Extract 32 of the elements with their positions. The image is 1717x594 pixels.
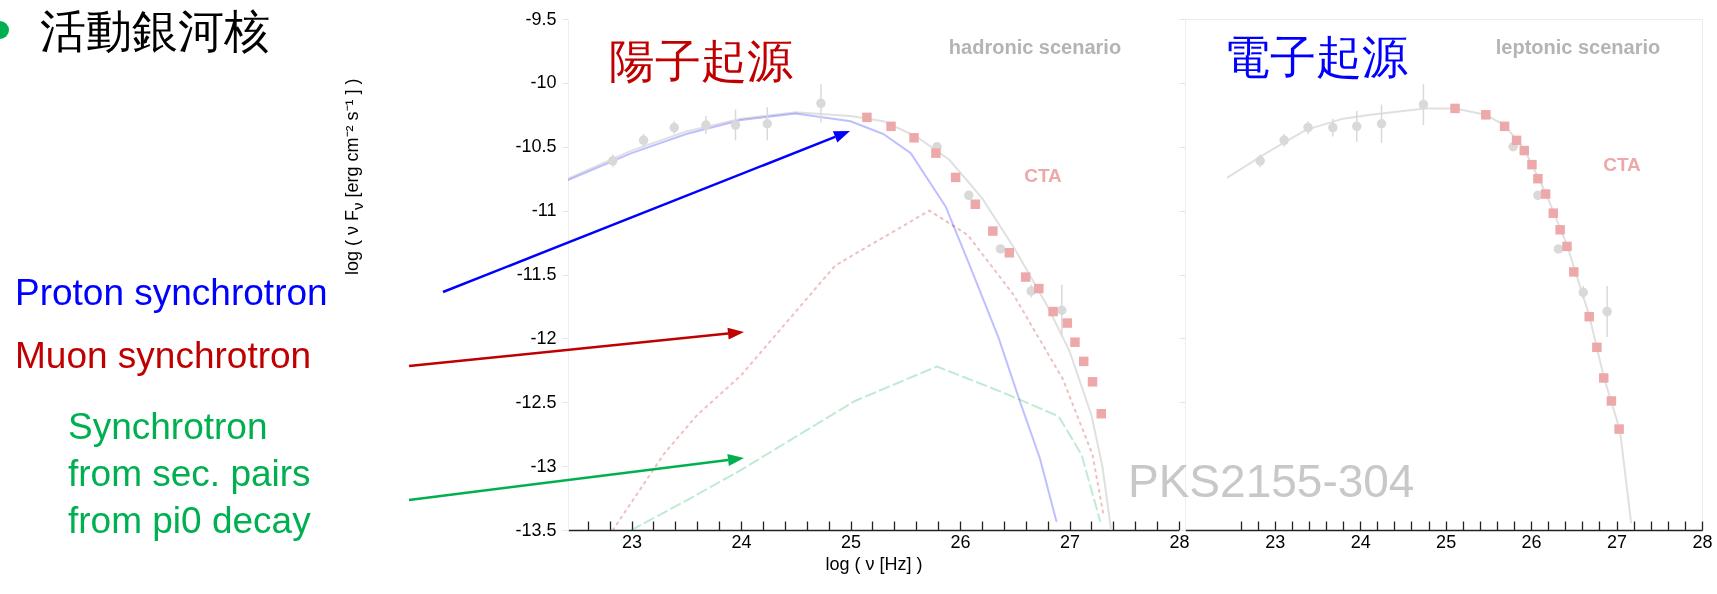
text: CTA — [1024, 163, 1062, 188]
y-tick-label: -13 — [530, 455, 557, 476]
x-tick-label: 25 — [1436, 531, 1457, 552]
annotation: leptonic scenario — [1495, 35, 1661, 61]
x-tick-label: 27 — [1059, 531, 1081, 552]
annotation: hadronic scenario — [948, 35, 1122, 61]
y-tick-label: -12.5 — [515, 391, 557, 412]
y-tick-label: -11.5 — [516, 264, 557, 284]
text: Synchrotron from sec. pairs from pi0 decay — [68, 405, 311, 543]
y-tick-label: -9.5 — [525, 8, 557, 29]
x-tick-label: 28 — [1692, 531, 1713, 552]
x-tick-label: 24 — [731, 531, 752, 552]
x-tick-label: 27 — [1607, 531, 1628, 552]
y-tick-label: -11 — [531, 200, 557, 221]
x-tick-label: 23 — [621, 531, 643, 552]
x-tick-label: 24 — [1350, 531, 1371, 552]
x-tick-label: 26 — [1521, 531, 1542, 552]
x-tick-label: 25 — [840, 531, 862, 552]
y-tick-label: -13.5 — [515, 519, 557, 540]
x-tick-label: 26 — [950, 531, 971, 552]
y-tick-label: -10.5 — [515, 136, 557, 157]
text: Muon synchrotron — [15, 334, 312, 378]
x-tick-label: 28 — [1169, 531, 1190, 552]
text: Proton synchrotron — [15, 271, 328, 315]
y-tick-label: -12 — [530, 327, 557, 348]
text: 活動銀河核 — [40, 4, 270, 59]
text: CTA — [1603, 152, 1641, 177]
chart-title: 電子起源 — [1224, 31, 1408, 83]
chart-title: 陽子起源 — [609, 35, 793, 87]
y-tick-label: -10 — [530, 72, 557, 93]
x-tick-label: 23 — [1265, 531, 1286, 552]
x-axis-title: log ( ν [Hz] ) — [825, 553, 923, 574]
